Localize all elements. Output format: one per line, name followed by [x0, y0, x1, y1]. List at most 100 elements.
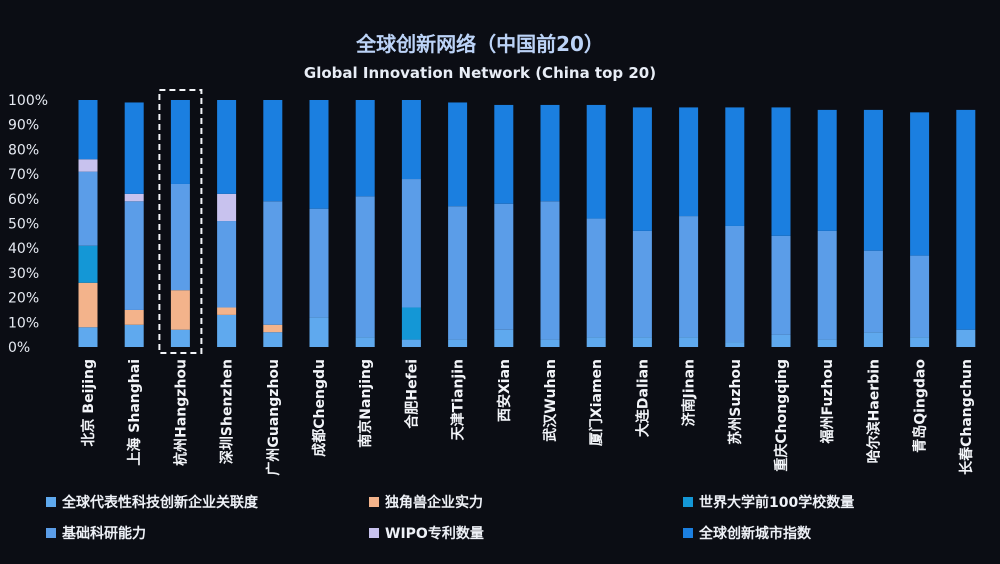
bar-stack: [217, 100, 237, 347]
bar-segment: [170, 290, 190, 330]
legend-label: 基础科研能力: [62, 525, 146, 542]
x-tick-label: 北京 Beijing: [80, 359, 97, 446]
bar-segment: [586, 337, 606, 347]
bar-segment: [78, 159, 98, 172]
legend-swatch: [369, 497, 379, 507]
bar-stack: [124, 102, 144, 347]
bar-segment: [124, 193, 144, 202]
bar-segment: [725, 342, 745, 347]
bar-segment: [309, 317, 329, 347]
x-tick-label: 长春Changchun: [958, 359, 975, 475]
bar-segment: [586, 104, 606, 219]
bar-segment: [124, 309, 144, 325]
legend-swatch: [46, 497, 56, 507]
legend-swatch: [683, 497, 693, 507]
x-tick-label: 武汉Wuhan: [542, 359, 559, 442]
legend-swatch: [369, 528, 379, 538]
bar-stack: [679, 107, 699, 347]
bar-segment: [817, 339, 837, 347]
y-tick-label: 10%: [8, 315, 39, 331]
bar-segment: [78, 245, 98, 283]
x-tick-label: 苏州Suzhou: [727, 359, 744, 445]
x-tick-label: 哈尔滨Haerbin: [865, 359, 882, 463]
bar-segment: [817, 109, 837, 231]
bar-segment: [540, 104, 560, 202]
bar-segment: [217, 100, 237, 194]
bar-segment: [771, 235, 791, 335]
y-tick-label: 50%: [8, 217, 39, 233]
bar-stack: [817, 109, 837, 347]
bar-stack: [355, 100, 375, 347]
legend-label: WIPO专利数量: [385, 525, 484, 542]
bar-segment: [401, 179, 421, 308]
y-tick-label: 100%: [8, 93, 48, 109]
bar-segment: [217, 307, 237, 315]
y-tick-label: 60%: [8, 192, 39, 208]
y-tick-label: 30%: [8, 266, 39, 282]
x-tick-label: 杭州Hangzhou: [172, 359, 189, 466]
x-tick-label: 成都Chengdu: [311, 359, 328, 457]
bar-segment: [401, 339, 421, 347]
x-tick-label: 青岛Qingdao: [912, 359, 929, 453]
x-tick-label: 济南Jinan: [681, 359, 698, 426]
bar-stack: [540, 104, 560, 347]
bar-segment: [632, 337, 652, 347]
x-axis: 北京 Beijing 上海 Shanghai 杭州Hangzhou 深圳Shenzhe…: [80, 359, 975, 476]
bar-segment: [910, 337, 930, 347]
bar-segment: [263, 100, 283, 202]
bars-group: [78, 89, 976, 354]
bar-segment: [817, 230, 837, 340]
bar-segment: [910, 112, 930, 256]
legend-item: 全球创新城市指数: [683, 525, 812, 542]
y-tick-label: 70%: [8, 167, 39, 183]
bar-stack: [586, 104, 606, 347]
bar-segment: [448, 102, 468, 207]
bar-segment: [725, 107, 745, 226]
chart-title: 全球创新网络（中国前20）: [355, 32, 604, 56]
y-axis: 0% 10% 20% 30% 40% 50% 60% 70% 80% 90% 100%: [8, 93, 48, 356]
bar-segment: [910, 255, 930, 338]
legend-item: 全球代表性科技创新企业关联度: [46, 494, 259, 511]
x-tick-label: 西安Xian: [496, 359, 513, 422]
bar-segment: [863, 250, 883, 333]
bar-segment: [448, 339, 468, 347]
bar-segment: [78, 327, 98, 347]
bar-segment: [78, 100, 98, 160]
bar-segment: [170, 183, 190, 291]
bar-stack: [448, 102, 468, 347]
chart-subtitle: Global Innovation Network (China top 20): [304, 64, 656, 82]
legend-item: 世界大学前100学校数量: [683, 494, 854, 511]
bar-segment: [217, 221, 237, 308]
bar-segment: [217, 193, 237, 222]
bar-stack: [771, 107, 791, 347]
y-tick-label: 90%: [8, 118, 39, 134]
bar-segment: [494, 203, 514, 330]
x-tick-label: 重庆Chongqing: [773, 359, 790, 472]
bar-segment: [78, 171, 98, 246]
legend-item: 独角兽企业实力: [369, 494, 483, 511]
bar-segment: [124, 201, 144, 310]
bar-segment: [448, 206, 468, 340]
bar-segment: [355, 100, 375, 197]
bar-segment: [540, 201, 560, 340]
y-tick-label: 80%: [8, 142, 39, 158]
x-tick-label: 上海 Shanghai: [126, 359, 143, 466]
bar-stack: [170, 100, 190, 347]
bar-segment: [124, 102, 144, 194]
bar-segment: [170, 100, 190, 184]
bar-segment: [170, 329, 190, 347]
legend-item: WIPO专利数量: [369, 525, 484, 542]
bar-segment: [586, 218, 606, 338]
legend-label: 独角兽企业实力: [385, 494, 483, 511]
y-tick-label: 40%: [8, 241, 39, 257]
bar-stack: [863, 109, 883, 347]
bar-segment: [309, 100, 329, 209]
x-tick-label: 广州Guangzhou: [265, 359, 282, 476]
bar-stack: [263, 100, 283, 347]
legend-label: 世界大学前100学校数量: [699, 494, 854, 511]
highlight-box: [158, 89, 203, 354]
bar-stack: [725, 107, 745, 347]
bar-segment: [632, 107, 652, 231]
